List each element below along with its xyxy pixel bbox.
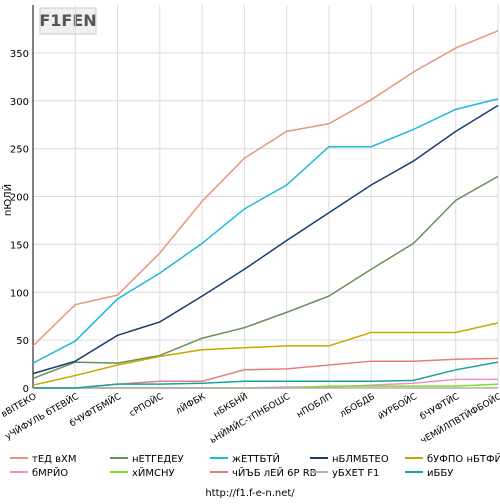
legend-label: хЙМСНУ <box>132 466 175 479</box>
series-line <box>32 175 499 380</box>
x-tick-label: ьНЙМЙС-тПНБОШС <box>208 390 293 446</box>
series-line <box>32 104 499 375</box>
series-line <box>33 361 499 389</box>
y-tick-label: 50 <box>16 336 29 347</box>
legend-label: бУФПО нБТФЙО <box>427 452 500 465</box>
legend-label: жЕТТБТЙ <box>232 452 280 465</box>
x-tick-label: нПОБЛП <box>295 392 334 420</box>
x-tick-label: нБКБНЙ <box>211 390 250 419</box>
y-tick-label: 100 <box>10 288 29 299</box>
y-axis-label: пЮЛЙ <box>1 184 14 216</box>
series-line <box>32 30 499 347</box>
x-tick-label: лБОБДБ <box>338 392 376 420</box>
x-tick-label: сРПОЙС <box>127 390 165 419</box>
legend-label: нБЛМБТЕО <box>332 454 389 465</box>
y-tick-label: 300 <box>10 97 29 108</box>
logo: F1FEN <box>39 11 96 30</box>
legend-label: тЕД вХМ <box>32 454 77 465</box>
legend-label: нЕТГЕДЕУ <box>132 454 184 465</box>
y-tick-label: 0 <box>23 384 29 395</box>
logo-box <box>39 7 97 35</box>
x-tick-label: лЙФБК <box>173 390 208 417</box>
y-tick-label: 350 <box>10 49 29 60</box>
y-tick-label: 150 <box>10 240 29 251</box>
y-tick-label: 200 <box>10 193 29 204</box>
legend-label: иББУ <box>427 468 453 479</box>
x-tick-label: йУРБОЙС <box>376 390 419 422</box>
legend-label: чЙЪБ лЕЙ 6Р RB <box>232 466 317 479</box>
legend-label: уБХЕТ F1 <box>332 468 379 479</box>
series-line <box>32 98 499 364</box>
x-tick-label: уЧЙФУЛЬ бТЕВЙС <box>3 390 81 442</box>
series-line <box>32 322 499 386</box>
footer: http://f1.f-e-n.net/ <box>205 488 295 499</box>
y-tick-label: 250 <box>10 145 29 156</box>
legend-label: бМРЙО <box>32 466 68 479</box>
